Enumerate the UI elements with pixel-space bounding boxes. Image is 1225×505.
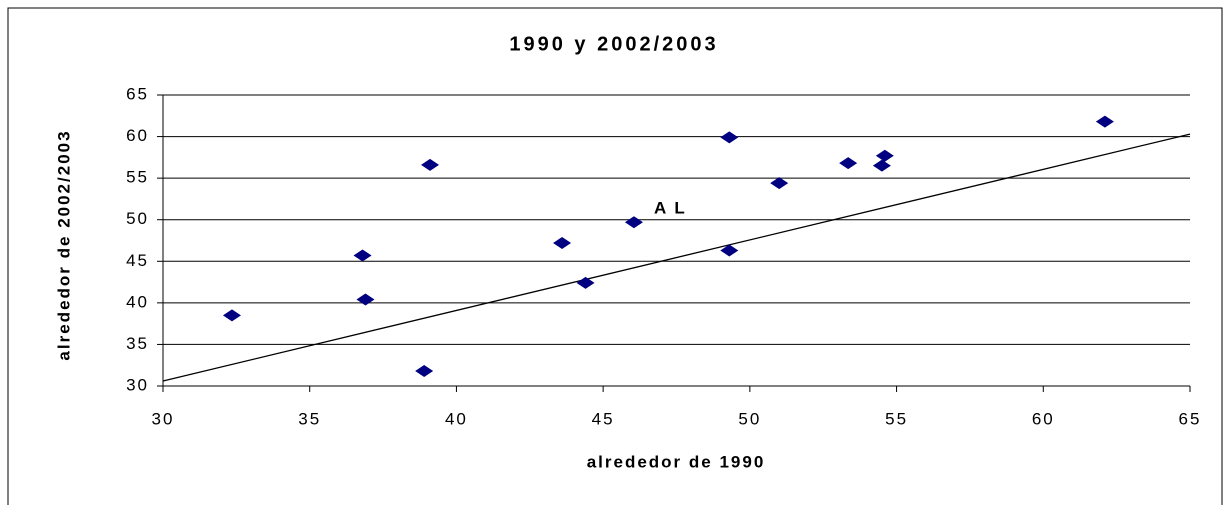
annotation: A L (654, 198, 687, 217)
point (421, 158, 440, 171)
point (875, 149, 894, 162)
point (222, 309, 241, 322)
chart-title: 1990 y 2002/2003 (509, 33, 718, 55)
x-tick-label: 50 (738, 409, 761, 428)
point (415, 365, 434, 378)
x-tick-label: 60 (1032, 409, 1055, 428)
chart-border (7, 7, 1223, 505)
y-tick-label: 65 (126, 84, 149, 103)
x-tick-label: 45 (592, 409, 615, 428)
y-tick-label: 40 (126, 292, 149, 311)
point (356, 293, 375, 306)
y-tick-label: 30 (126, 375, 149, 394)
point (353, 249, 372, 262)
point (872, 159, 891, 172)
x-axis-title: alrededor de 1990 (587, 452, 766, 471)
point (624, 216, 643, 229)
point (1095, 115, 1114, 128)
y-tick-label: 55 (126, 168, 149, 187)
y-tick-label: 45 (126, 251, 149, 270)
y-tick-label: 35 (126, 334, 149, 353)
point (839, 157, 858, 170)
x-tick-label: 65 (1179, 409, 1202, 428)
point (720, 131, 739, 144)
point (720, 244, 739, 257)
y-tick-label: 50 (126, 209, 149, 228)
point (576, 276, 595, 289)
point (770, 177, 789, 190)
x-tick-label: 40 (445, 409, 468, 428)
reference-line (162, 133, 1191, 382)
point (553, 236, 572, 249)
y-tick-label: 60 (126, 126, 149, 145)
x-tick-label: 35 (298, 409, 321, 428)
x-tick-label: 55 (885, 409, 908, 428)
y-axis-title: alrededor de 2002/2003 (54, 129, 73, 360)
x-tick-label: 30 (152, 409, 175, 428)
